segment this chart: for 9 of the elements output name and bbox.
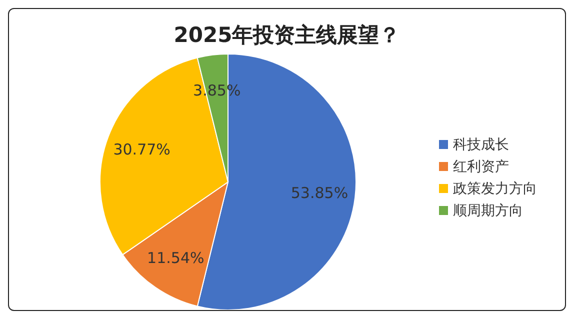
legend-label: 顺周期方向	[452, 202, 524, 221]
data-label: 30.77%	[113, 140, 170, 158]
chart-title: 2025年投资主线展望？	[172, 22, 402, 49]
legend-label: 科技成长	[452, 136, 510, 155]
data-label: 11.54%	[147, 248, 204, 267]
legend-label: 政策发力方向	[452, 180, 537, 199]
data-label: 3.85%	[193, 82, 241, 100]
data-label: 53.85%	[290, 184, 348, 202]
legend-label: 红利资产	[452, 158, 510, 177]
